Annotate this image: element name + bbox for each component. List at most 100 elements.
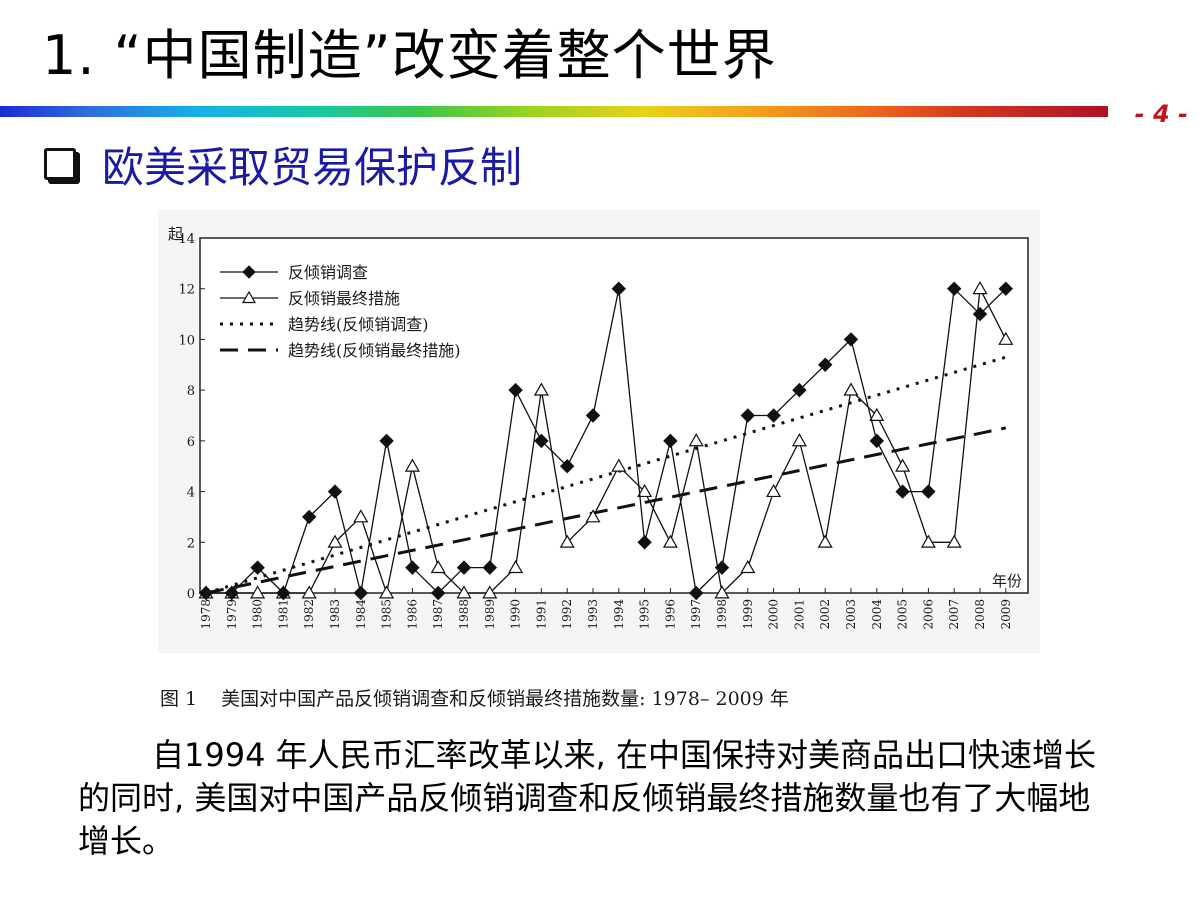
data-point-diamond [946, 281, 962, 296]
body-paragraph: 自1994 年人民币汇率改革以来, 在中国保持对美商品出口快速增长的同时, 美国… [78, 736, 1096, 860]
data-point-triangle [946, 534, 962, 548]
x-tick-label: 2003 [844, 599, 858, 630]
x-tick-label: 1988 [457, 599, 471, 630]
legend-entry: 反倾销调查 [220, 263, 368, 282]
data-point-triangle [869, 407, 885, 421]
data-point-diamond [843, 332, 859, 347]
x-tick-label: 1986 [405, 599, 419, 630]
x-tick-label: 1980 [251, 599, 265, 630]
section-heading-text: 欧美采取贸易保护反制 [102, 142, 523, 192]
checkbox-bullet-icon [44, 148, 76, 180]
legend-entry: 反倾销最终措施 [220, 289, 400, 308]
data-point-triangle [379, 585, 395, 599]
data-point-diamond [353, 585, 369, 601]
plot-area [199, 237, 1029, 594]
x-tick-label: 2001 [792, 599, 806, 630]
x-tick-label: 1999 [741, 599, 755, 630]
data-point-triangle [404, 458, 420, 472]
y-tick-label: 10 [178, 333, 195, 348]
data-point-diamond [585, 408, 601, 423]
y-tick-label: 6 [187, 435, 195, 450]
x-tick-label: 1982 [302, 599, 316, 630]
data-point-diamond [224, 585, 240, 601]
x-tick-label: 1985 [380, 599, 394, 630]
legend-label: 趋势线(反倾销调查) [288, 315, 429, 334]
x-tick-label: 2000 [767, 599, 781, 630]
data-point-diamond [663, 433, 678, 449]
title-divider-bar [0, 106, 1108, 117]
series-line [205, 426, 1007, 595]
data-point-diamond [276, 585, 291, 601]
data-point-diamond [895, 484, 910, 499]
data-point-diamond [817, 357, 833, 372]
data-point-diamond [456, 560, 472, 575]
x-tick-label: 1992 [560, 599, 574, 630]
page-number: - 4 - [1134, 100, 1188, 128]
data-point-diamond [198, 585, 214, 601]
data-point-triangle [585, 509, 601, 523]
series-line [206, 287, 1007, 595]
x-tick-label: 1993 [586, 599, 600, 630]
data-point-diamond [688, 585, 704, 601]
legend-label: 反倾销调查 [288, 263, 368, 282]
x-tick-label: 2007 [947, 599, 961, 630]
data-point-triangle [920, 534, 936, 548]
x-tick-label: 1984 [354, 599, 368, 630]
chart-axes [199, 237, 1029, 594]
x-tick-label: 2004 [870, 599, 884, 630]
chart-caption: 图 1 美国对中国产品反倾销调查和反倾销最终措施数量: 1978– 2009 年 [160, 684, 789, 711]
x-tick-label: 2002 [818, 599, 832, 630]
data-point-triangle [998, 331, 1014, 345]
figure-caption-text: 美国对中国产品反倾销调查和反倾销最终措施数量: 1978– 2009 年 [221, 688, 789, 710]
y-tick-label: 8 [187, 384, 195, 399]
data-point-triangle [611, 458, 627, 472]
y-tick-label: 0 [187, 587, 195, 602]
x-tick-label: 2009 [999, 599, 1013, 630]
data-point-triangle [714, 585, 730, 599]
legend-entry: 趋势线(反倾销调查) [220, 315, 429, 334]
data-point-diamond [766, 408, 781, 423]
data-point-triangle [430, 559, 446, 574]
data-point-diamond [921, 484, 936, 499]
x-tick-label: 1997 [689, 599, 703, 630]
data-point-triangle [250, 585, 266, 599]
x-tick-label: 1987 [431, 599, 445, 630]
data-point-diamond [559, 459, 575, 474]
data-point-diamond [740, 408, 756, 423]
data-point-diamond [534, 433, 549, 449]
data-point-diamond [792, 382, 807, 398]
data-point-triangle [688, 433, 704, 447]
y-tick-label: 12 [178, 283, 195, 298]
data-point-triangle [740, 559, 756, 574]
x-tick-label: 1995 [638, 599, 652, 630]
line-chart: 0 2 4 6 8 10 12 14 1978 1979 1980 1981 1982 1983 1984 1… [168, 225, 1029, 630]
x-tick-label: 1978 [199, 599, 213, 630]
x-tick-label: 1989 [483, 599, 497, 630]
legend-triangle-icon [241, 290, 257, 304]
data-point-diamond [972, 306, 988, 322]
data-point-diamond [327, 484, 343, 499]
data-point-triangle [301, 585, 317, 599]
data-point-triangle [353, 509, 369, 523]
data-point-diamond [405, 560, 420, 575]
data-point-diamond [301, 509, 317, 525]
chart-frame: 0 2 4 6 8 10 12 14 1978 1979 1980 1981 1982 1983 1984 1… [158, 210, 1040, 653]
x-tick-label: 1994 [612, 599, 626, 630]
data-point-diamond [250, 560, 265, 575]
series-3 [205, 426, 1007, 595]
x-tick-label: 1990 [509, 599, 523, 630]
x-tick-label: 1991 [534, 599, 548, 630]
legend-label: 反倾销最终措施 [288, 289, 400, 308]
x-axis-label: 年份 [992, 572, 1022, 590]
data-point-triangle [482, 585, 498, 599]
data-point-triangle [843, 382, 859, 396]
series-line [206, 286, 1007, 596]
series-1 [198, 281, 1014, 599]
data-point-diamond [430, 585, 446, 601]
x-tick-label: 1996 [663, 599, 677, 630]
x-tick-label: 2006 [921, 599, 935, 630]
data-point-triangle [508, 559, 524, 574]
x-tick-label: 1979 [225, 599, 239, 630]
y-tick-label: 4 [187, 486, 195, 501]
